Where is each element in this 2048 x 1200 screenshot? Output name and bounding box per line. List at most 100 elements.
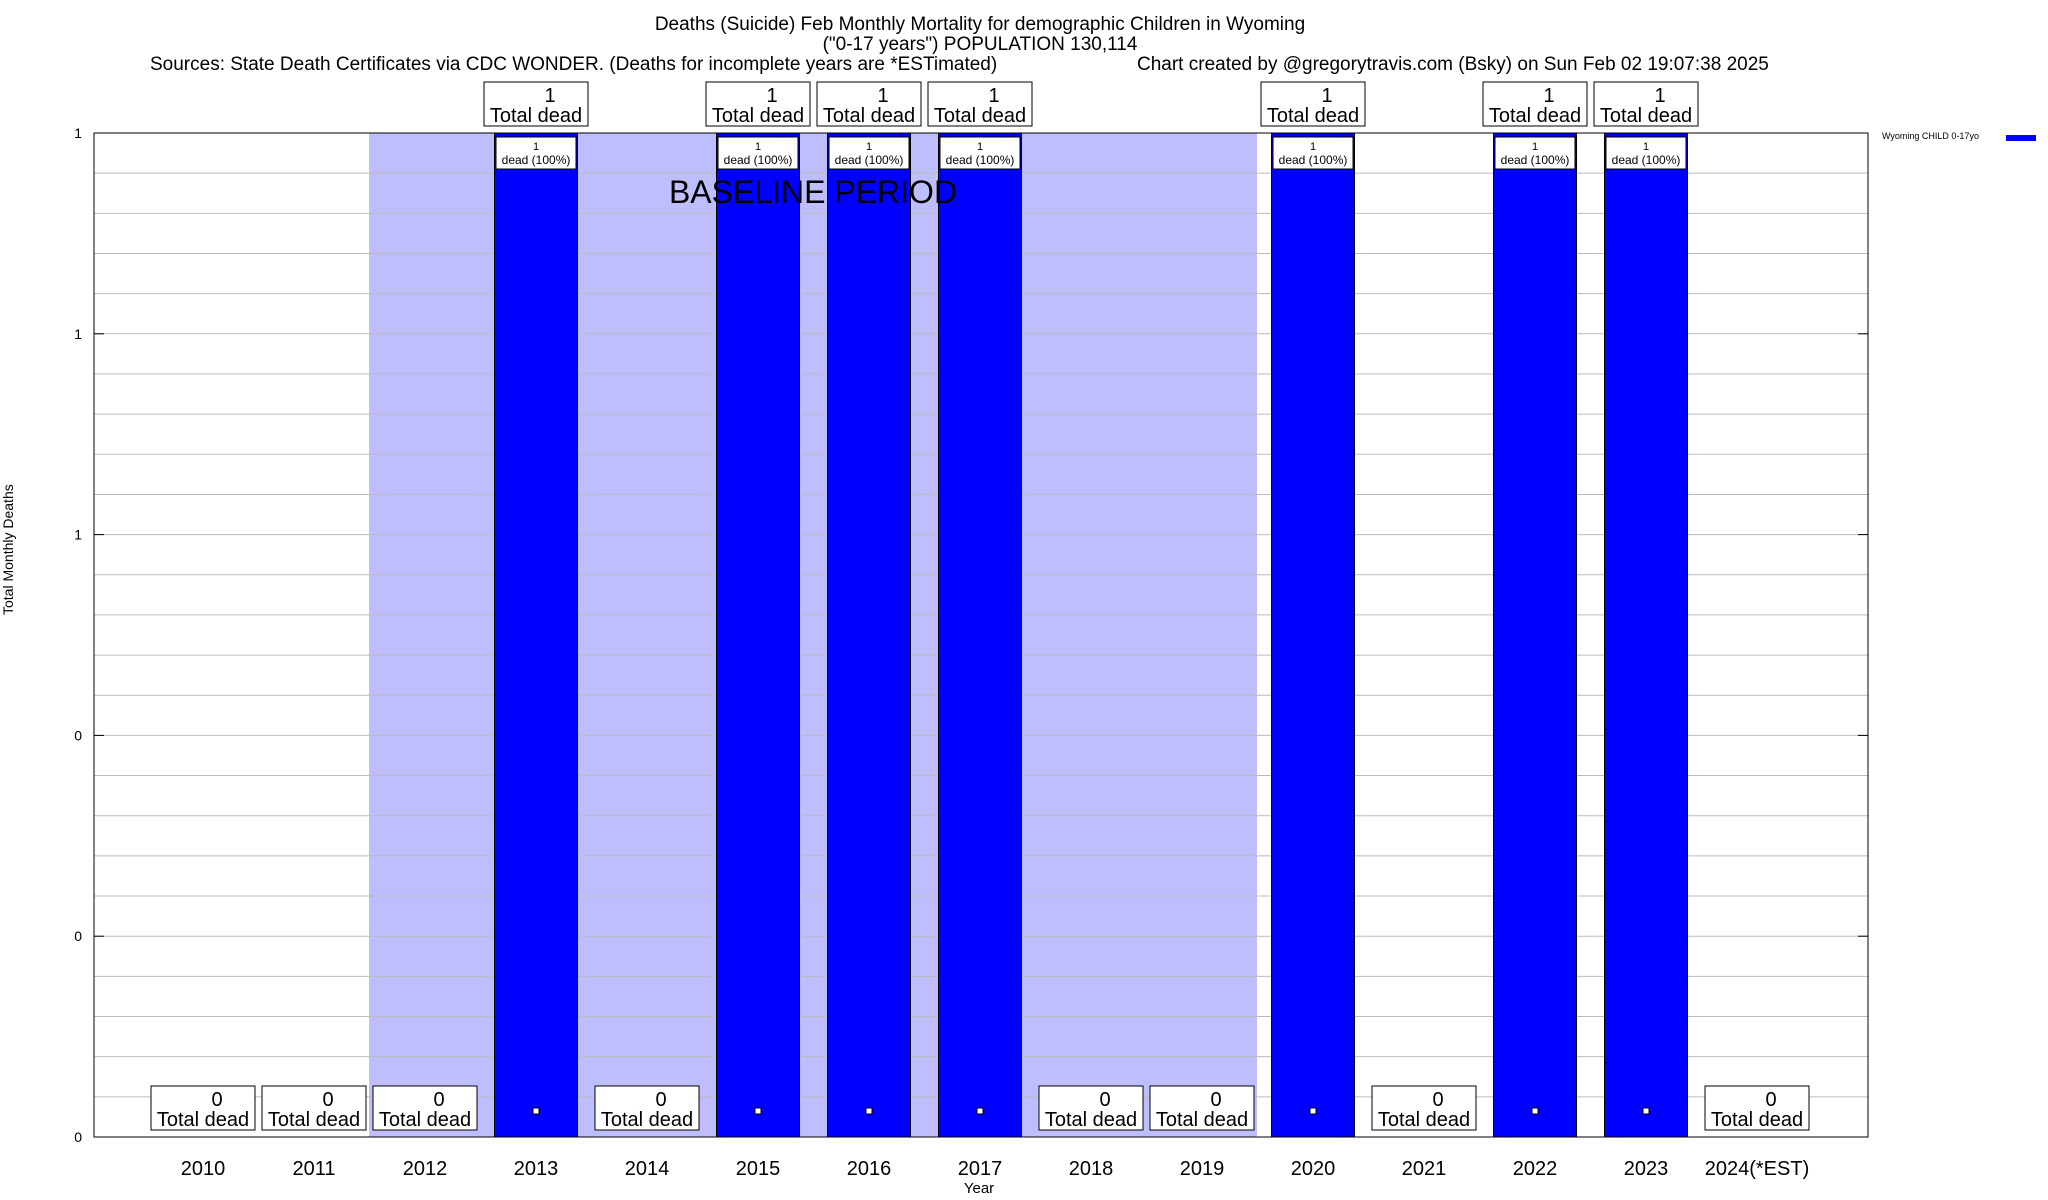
total-label-value: 1 [877, 85, 888, 107]
total-label-box [1260, 81, 1366, 127]
bar-label-box [939, 136, 1021, 170]
total-label-value: 1 [1654, 85, 1665, 107]
x-tick-label: 2020 [1291, 1158, 1336, 1180]
bar-label-box [1272, 136, 1354, 170]
bar-label-text: dead (100%) [724, 153, 793, 167]
zero-label-box [1704, 1085, 1810, 1131]
bar-label-box [828, 136, 910, 170]
baseline-period-label: BASELINE PERIOD [669, 174, 957, 210]
bar-label-text: dead (100%) [1612, 153, 1681, 167]
bar-label-value: 1 [755, 141, 761, 153]
zero-label-value: 0 [433, 1089, 444, 1111]
y-tick-label: 1 [74, 326, 82, 342]
zero-label-box [1371, 1085, 1477, 1131]
y-tick-label: 1 [74, 125, 82, 141]
total-label-value: 1 [1321, 85, 1332, 107]
x-tick-label: 2023 [1624, 1158, 1669, 1180]
zero-label-text: Total dead [268, 1109, 360, 1131]
total-label-value: 1 [544, 85, 555, 107]
bar-label-box [1605, 136, 1687, 170]
y-tick-label: 0 [74, 1129, 82, 1145]
bar-label-text: dead (100%) [946, 153, 1015, 167]
x-marker [1642, 1107, 1650, 1115]
x-marker [1309, 1107, 1317, 1115]
bar-label-text: dead (100%) [1279, 153, 1348, 167]
x-tick-label: 2018 [1069, 1158, 1114, 1180]
x-tick-label: 2012 [403, 1158, 448, 1180]
x-marker [532, 1107, 540, 1115]
zero-label-value: 0 [1099, 1089, 1110, 1111]
x-marker [1531, 1107, 1539, 1115]
x-marker [865, 1107, 873, 1115]
bar-label-value: 1 [866, 141, 872, 153]
x-marker [976, 1107, 984, 1115]
plot-frame [93, 132, 1869, 1138]
zero-label-text: Total dead [601, 1109, 693, 1131]
total-label-text: Total dead [823, 105, 915, 127]
bar-label-value: 1 [1532, 141, 1538, 153]
zero-label-value: 0 [655, 1089, 666, 1111]
bar-label-text: dead (100%) [835, 153, 904, 167]
total-label-box [705, 81, 811, 127]
zero-label-text: Total dead [379, 1109, 471, 1131]
zero-label-box [594, 1085, 700, 1131]
x-tick-label: 2017 [958, 1158, 1003, 1180]
bar-label-box [1494, 136, 1576, 170]
total-label-box [816, 81, 922, 127]
bar-2017 [938, 132, 1022, 1138]
x-tick-label: 2016 [847, 1158, 892, 1180]
bar-label-value: 1 [977, 141, 983, 153]
bar-2023 [1604, 132, 1688, 1138]
total-label-text: Total dead [1600, 105, 1692, 127]
total-label-value: 1 [766, 85, 777, 107]
bar-label-value: 1 [1310, 141, 1316, 153]
zero-label-box [1038, 1085, 1144, 1131]
bar-2022 [1493, 132, 1577, 1138]
x-tick-label: 2010 [181, 1158, 226, 1180]
bar-label-box [717, 136, 799, 170]
bar-2013 [494, 132, 578, 1138]
total-label-text: Total dead [712, 105, 804, 127]
x-marker [754, 1107, 762, 1115]
legend-label: Wyoming CHILD 0-17yo [1882, 131, 1979, 141]
total-label-text: Total dead [934, 105, 1026, 127]
credit-note: Chart created by @gregorytravis.com (Bsk… [1137, 54, 1769, 75]
bar-label-value: 1 [533, 141, 539, 153]
total-label-box [1482, 81, 1588, 127]
x-tick-label: 2022 [1513, 1158, 1558, 1180]
x-tick-label: 2015 [736, 1158, 781, 1180]
bar-label-value: 1 [1643, 141, 1649, 153]
y-tick-label: 1 [74, 527, 82, 543]
bar-label-text: dead (100%) [1501, 153, 1570, 167]
zero-label-value: 0 [1210, 1089, 1221, 1111]
total-label-text: Total dead [490, 105, 582, 127]
zero-label-text: Total dead [157, 1109, 249, 1131]
zero-label-text: Total dead [1156, 1109, 1248, 1131]
bar-2020 [1271, 132, 1355, 1138]
y-tick-label: 0 [74, 928, 82, 944]
zero-label-text: Total dead [1045, 1109, 1137, 1131]
bar-2016 [827, 132, 911, 1138]
x-tick-label: 2021 [1402, 1158, 1447, 1180]
zero-label-text: Total dead [1711, 1109, 1803, 1131]
bar-label-text: dead (100%) [502, 153, 571, 167]
x-tick-label: 2014 [625, 1158, 670, 1180]
chart-subtitle: ("0-17 years") POPULATION 130,114 [822, 34, 1138, 55]
legend-swatch [2006, 135, 2036, 141]
zero-label-value: 0 [211, 1089, 222, 1111]
total-label-text: Total dead [1267, 105, 1359, 127]
x-tick-label: 2019 [1180, 1158, 1225, 1180]
zero-label-box [372, 1085, 478, 1131]
bar-2015 [716, 132, 800, 1138]
x-tick-label: 2013 [514, 1158, 559, 1180]
x-tick-label: 2011 [292, 1158, 335, 1180]
zero-label-value: 0 [1432, 1089, 1443, 1111]
zero-label-text: Total dead [1378, 1109, 1470, 1131]
total-label-box [1593, 81, 1699, 127]
zero-label-value: 0 [322, 1089, 333, 1111]
total-label-text: Total dead [1489, 105, 1581, 127]
zero-label-box [261, 1085, 367, 1131]
chart-title: Deaths (Suicide) Feb Monthly Mortality f… [654, 14, 1306, 35]
zero-label-box [1149, 1085, 1255, 1131]
